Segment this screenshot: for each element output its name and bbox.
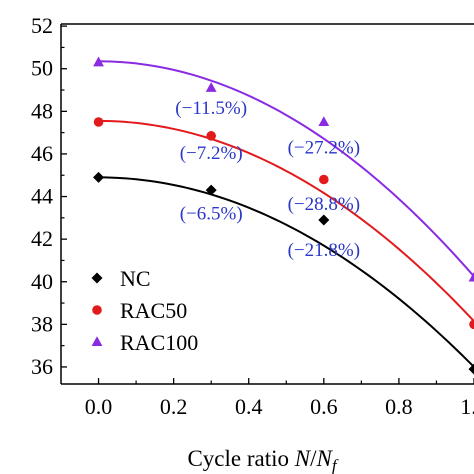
- x-axis-title: Cycle ratio N/Nf: [187, 446, 338, 474]
- x-tick-label: 0.4: [235, 394, 263, 419]
- x-tick-label: 0.6: [310, 394, 338, 419]
- data-point-rac100: [93, 56, 104, 67]
- y-tick-label: 52: [31, 13, 53, 38]
- data-point-rac100: [205, 82, 217, 92]
- y-tick-label: 46: [31, 141, 53, 166]
- y-tick-label: 38: [31, 311, 53, 336]
- x-tick-label: 0.8: [385, 394, 413, 419]
- y-tick-label: 48: [31, 98, 53, 123]
- data-point-nc: [205, 184, 217, 196]
- x-tick-label: 0.2: [160, 394, 188, 419]
- data-point-nc: [318, 214, 330, 226]
- data-point-rac50: [469, 319, 474, 330]
- change-annotation: (−6.5%): [180, 204, 243, 225]
- x-tick-label: 1.0: [460, 394, 474, 419]
- fit-curve-rac100: [98, 60, 474, 278]
- fit-curve-rac50: [98, 119, 474, 322]
- change-annotation: (−11.5%): [175, 98, 247, 119]
- y-tick-label: 42: [31, 226, 53, 251]
- change-annotation: (−28.8%): [288, 194, 360, 215]
- data-point-nc: [468, 363, 474, 375]
- data-point-rac100: [468, 271, 474, 282]
- data-point-rac50: [93, 117, 104, 127]
- legend-marker-rac50: [92, 305, 102, 315]
- legend-marker-rac100: [91, 336, 103, 346]
- change-annotation: (−27.2%): [288, 138, 360, 159]
- legend-label-rac100: RAC100: [120, 330, 198, 355]
- fit-curve-nc: [98, 176, 474, 368]
- legend-label-rac50: RAC50: [120, 298, 187, 323]
- change-annotation: (−21.8%): [288, 240, 360, 261]
- data-point-nc: [93, 171, 105, 183]
- y-tick-label: 50: [31, 56, 53, 81]
- y-tick-label: 36: [31, 354, 53, 379]
- x-tick-label: 0.0: [85, 394, 113, 419]
- data-point-rac100: [318, 116, 330, 126]
- legend-label-nc: NC: [120, 266, 151, 291]
- y-tick-label: 40: [31, 269, 53, 294]
- data-point-rac50: [319, 174, 329, 185]
- change-annotation: (−7.2%): [180, 143, 243, 164]
- data-point-rac50: [206, 131, 216, 141]
- y-tick-label: 44: [31, 184, 53, 209]
- legend-marker-nc: [91, 272, 103, 284]
